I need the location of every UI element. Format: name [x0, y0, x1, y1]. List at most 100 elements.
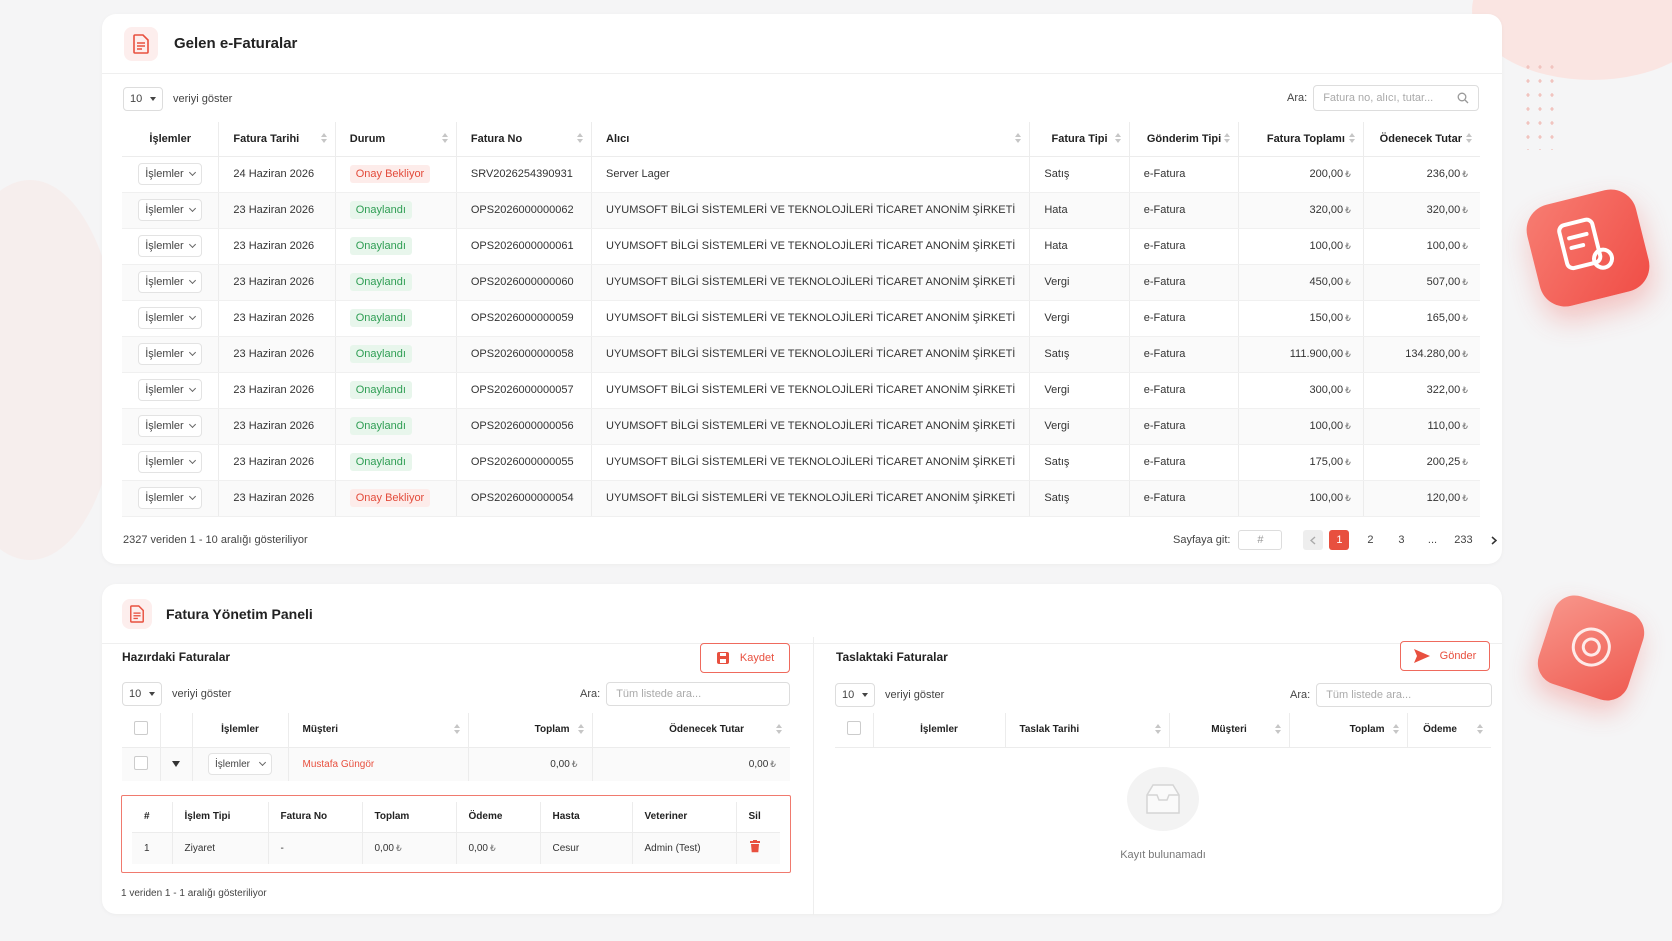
- save-button[interactable]: Kaydet: [700, 643, 790, 673]
- chevron-down-icon: [189, 276, 197, 285]
- actions-dropdown[interactable]: İşlemler: [138, 415, 203, 437]
- actions-dropdown[interactable]: İşlemler: [208, 753, 272, 776]
- sort-icon: [1477, 724, 1483, 736]
- col-status-label: Durum: [349, 132, 386, 145]
- total-cell: 200,00 ₺: [1238, 156, 1364, 193]
- page-size-select[interactable]: 10: [123, 87, 163, 111]
- customer-link[interactable]: Mustafa Güngör: [288, 747, 469, 781]
- actions-dropdown[interactable]: İşlemler: [138, 307, 203, 329]
- send-type-cell: e-Fatura: [1129, 408, 1240, 445]
- currency-symbol: ₺: [1345, 349, 1351, 359]
- invoice-no-cell: OPS2026000000062: [456, 192, 593, 229]
- buyer-cell: UYUMSOFT BİLGİ SİSTEMLERİ VE TEKNOLOJİLE…: [591, 480, 1031, 517]
- send-type-cell: e-Fatura: [1129, 228, 1240, 265]
- panel-divider: [813, 637, 814, 915]
- col-customer[interactable]: Müşteri: [1169, 713, 1290, 748]
- page-button[interactable]: 233: [1454, 534, 1473, 546]
- col-total[interactable]: Fatura Toplamı: [1238, 122, 1364, 157]
- col-send-type[interactable]: Gönderim Tipi: [1129, 122, 1240, 157]
- invoice-type-cell: Hata: [1029, 192, 1130, 229]
- col-date[interactable]: Fatura Tarihi: [218, 122, 336, 157]
- total-value: 111.900,00: [1289, 348, 1344, 360]
- prev-page-button[interactable]: [1303, 530, 1324, 550]
- col-due[interactable]: Ödenecek Tutar: [1363, 122, 1480, 157]
- col-vet: Veteriner: [632, 802, 737, 833]
- currency-symbol: ₺: [1345, 493, 1351, 503]
- actions-dropdown[interactable]: İşlemler: [138, 343, 203, 365]
- goto-page-input[interactable]: #: [1238, 530, 1283, 550]
- invoice-type-cell: Vergi: [1029, 408, 1130, 445]
- sort-icon: [320, 133, 327, 145]
- col-invoice-no[interactable]: Fatura No: [456, 122, 593, 157]
- send-button[interactable]: Gönder: [1400, 641, 1490, 671]
- select-all-checkbox[interactable]: [133, 721, 148, 736]
- status-badge: Onaylandı: [349, 273, 412, 291]
- col-total[interactable]: Toplam: [1289, 713, 1408, 748]
- page-button[interactable]: 1: [1329, 530, 1350, 550]
- currency-symbol: ₺: [1345, 385, 1351, 395]
- status-cell: Onaylandı: [335, 444, 457, 481]
- page-button[interactable]: 2: [1367, 534, 1374, 546]
- search-input[interactable]: Fatura no, alıcı, tutar...: [1313, 85, 1480, 111]
- buyer-cell: UYUMSOFT BİLGİ SİSTEMLERİ VE TEKNOLOJİLE…: [591, 372, 1031, 409]
- actions-dropdown[interactable]: İşlemler: [138, 235, 203, 257]
- search-placeholder: Fatura no, alıcı, tutar...: [1323, 92, 1434, 104]
- col-status[interactable]: Durum: [335, 122, 457, 157]
- col-payment[interactable]: Ödeme: [1407, 713, 1491, 748]
- sort-icon: [577, 133, 584, 145]
- status-cell: Onaylandı: [335, 408, 457, 445]
- total-cell: 150,00 ₺: [1238, 300, 1364, 337]
- due-value: 134.280,00: [1405, 348, 1461, 360]
- card-header: Fatura Yönetim Paneli: [102, 584, 1502, 644]
- currency-symbol: ₺: [1462, 421, 1468, 431]
- page-size-select[interactable]: 10: [122, 682, 162, 706]
- currency-symbol: ₺: [1462, 205, 1468, 215]
- actions-cell: İşlemler: [122, 300, 220, 337]
- sort-icon: [1392, 724, 1399, 736]
- col-customer[interactable]: Müşteri: [288, 713, 469, 748]
- status-badge: Onaylandı: [349, 381, 412, 399]
- col-payment: Ödeme: [456, 802, 541, 833]
- actions-dropdown[interactable]: İşlemler: [138, 271, 203, 293]
- expand-toggle[interactable]: [160, 747, 193, 781]
- actions-dropdown[interactable]: İşlemler: [138, 487, 203, 509]
- col-due[interactable]: Ödenecek Tutar: [592, 713, 790, 748]
- col-draft-date[interactable]: Taslak Tarihi: [1005, 713, 1170, 748]
- invoice-type-cell: Vergi: [1029, 300, 1130, 337]
- col-buyer[interactable]: Alıcı: [591, 122, 1031, 157]
- patient-cell: Cesur: [540, 832, 633, 864]
- page-size-label: veriyi göster: [885, 689, 945, 701]
- date-cell: 23 Haziran 2026: [218, 228, 336, 265]
- actions-dropdown[interactable]: İşlemler: [138, 451, 203, 473]
- page-size-select[interactable]: 10: [835, 683, 875, 707]
- send-type-cell: e-Fatura: [1129, 336, 1240, 373]
- table-row: İşlemler 23 Haziran 2026 Onaylandı OPS20260…: [122, 300, 1480, 337]
- page-size-control: 10 veriyi göster: [835, 683, 944, 707]
- currency-symbol: ₺: [1462, 493, 1468, 503]
- table-row: İşlemler 23 Haziran 2026 Onaylandı OPS20260…: [122, 264, 1480, 301]
- currency-symbol: ₺: [1462, 277, 1468, 287]
- select-all-checkbox[interactable]: [846, 721, 861, 736]
- col-total[interactable]: Toplam: [468, 713, 593, 748]
- due-cell: 236,00 ₺: [1363, 156, 1480, 193]
- chevron-right-icon: [1491, 535, 1498, 545]
- sort-icon: [577, 724, 584, 736]
- ready-invoices-title: Hazırdaki Faturalar: [122, 650, 231, 664]
- col-total: Toplam: [362, 802, 457, 833]
- page-button[interactable]: 3: [1398, 534, 1405, 546]
- row-select-cell: [122, 747, 161, 781]
- status-cell: Onaylandı: [335, 300, 457, 337]
- actions-dropdown[interactable]: İşlemler: [138, 379, 203, 401]
- search-input[interactable]: Tüm listede ara...: [606, 682, 791, 706]
- col-invoice-type[interactable]: Fatura Tipi: [1029, 122, 1130, 157]
- next-page-button[interactable]: [1484, 530, 1504, 550]
- page-size-value: 10: [129, 688, 142, 700]
- actions-dropdown[interactable]: İşlemler: [138, 163, 203, 185]
- total-value: 150,00: [1309, 312, 1344, 324]
- actions-dropdown[interactable]: İşlemler: [138, 199, 203, 221]
- search-input[interactable]: Tüm listede ara...: [1316, 683, 1493, 707]
- search-control: Ara: Fatura no, alıcı, tutar...: [1287, 85, 1480, 111]
- trash-icon[interactable]: [749, 840, 761, 853]
- invoice-type-cell: Vergi: [1029, 264, 1130, 301]
- row-checkbox[interactable]: [133, 755, 148, 770]
